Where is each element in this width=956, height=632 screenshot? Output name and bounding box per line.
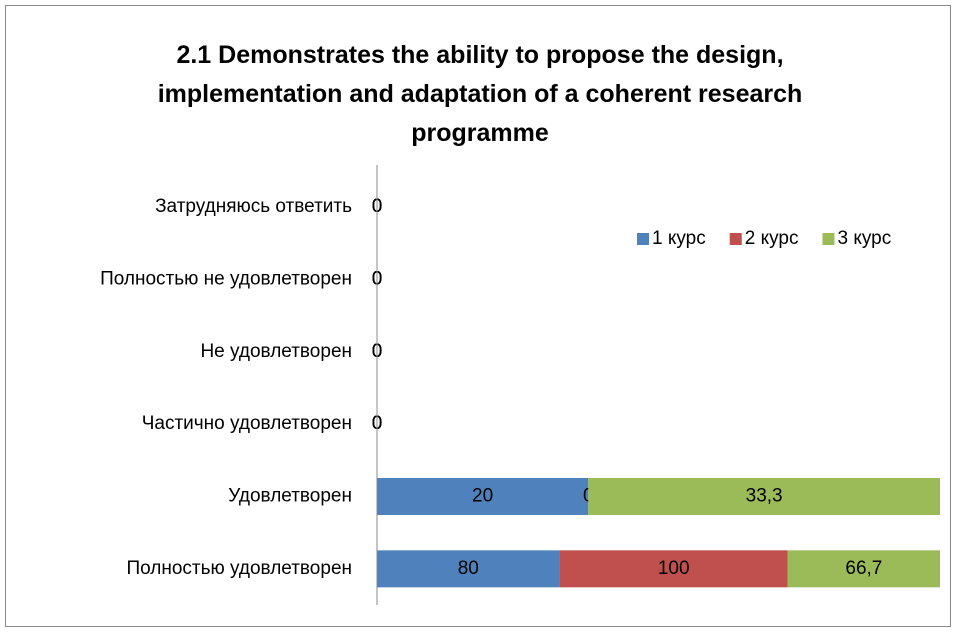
bar-segment [787,550,940,588]
legend-label: 1 курс [652,228,706,249]
category-label: Затрудняюсь ответить [155,196,352,217]
category-label: Полностью удовлетворен [126,558,352,579]
category-label: Полностью не удовлетворен [100,269,352,290]
data-label: 20 [472,486,493,507]
legend-label: 2 курс [745,228,799,249]
data-label: 80 [458,558,479,579]
bar-segment [559,550,788,588]
category-label: Частично удовлетворен [142,413,352,434]
legend-swatch [822,233,835,245]
legend-swatch [637,233,649,245]
category-label: Не удовлетворен [200,341,352,362]
bar-segment [588,478,940,515]
data-label: 33,3 [746,486,783,507]
bar-segment [377,478,589,515]
chart-frame [5,5,951,627]
legend-label: 3 курс [837,228,891,249]
category-label: Удовлетворен [228,486,352,507]
data-label: 100 [658,558,690,579]
bar-segment [377,550,560,588]
chart-title: 2.1 Demonstrates the ability to propose … [157,41,803,147]
legend-swatch [729,233,742,245]
data-label: 66,7 [845,558,882,579]
